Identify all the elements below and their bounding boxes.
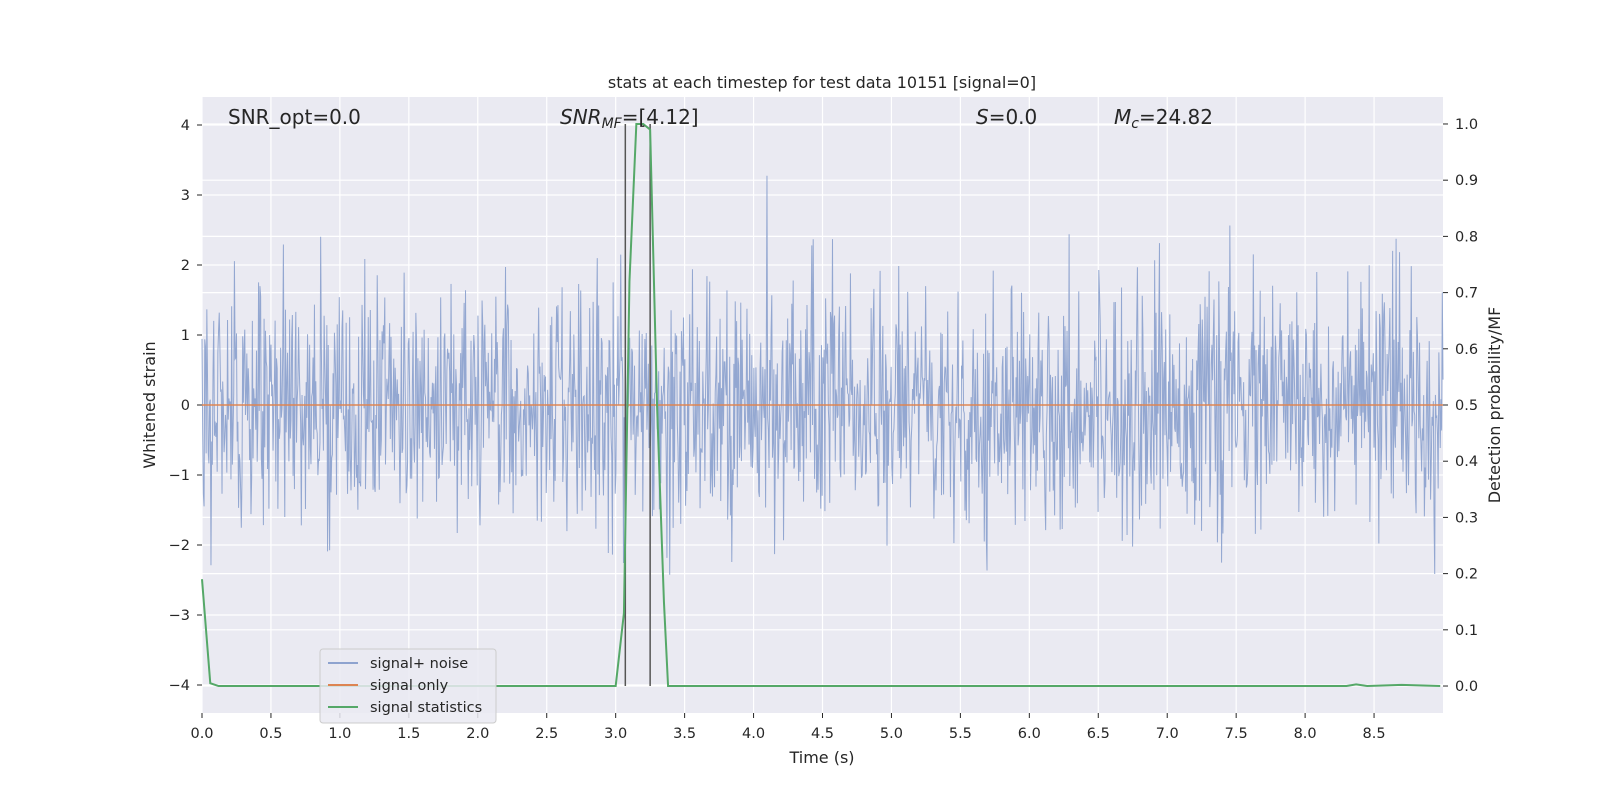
x-tick-label: 1.0 xyxy=(328,726,351,742)
x-tick-label: 2.5 xyxy=(535,726,558,742)
annotation-snr-mf-subscript: MF xyxy=(602,116,623,132)
y2-tick-label: 0.2 xyxy=(1455,567,1478,583)
x-tick-label: 7.5 xyxy=(1225,726,1248,742)
y2-tick-label: 0.3 xyxy=(1455,510,1478,526)
vertical-markers xyxy=(624,123,651,687)
annotation-snr-opt: SNR_opt=0.0 xyxy=(228,105,361,129)
y2-tick-label: 0.6 xyxy=(1455,342,1478,358)
annotation-snr-mf-value: =[4.12] xyxy=(622,105,699,129)
annotation-snr-mf: SNRMF=[4.12] xyxy=(560,105,699,132)
x-tick-label: 4.5 xyxy=(811,726,834,742)
x-tick-label: 5.5 xyxy=(949,726,972,742)
y-tick-label: 0 xyxy=(181,398,190,414)
x-tick-label: 3.5 xyxy=(673,726,696,742)
y-tick-label: −1 xyxy=(169,468,190,484)
x-tick-label: 7.0 xyxy=(1156,726,1179,742)
annotation-mc-value: =24.82 xyxy=(1139,105,1213,129)
y-tick-label: 2 xyxy=(181,258,190,274)
x-axis-label: Time (s) xyxy=(788,748,854,767)
annotation-s-symbol: S xyxy=(976,105,989,129)
legend-label-noise: signal+ noise xyxy=(370,656,468,672)
x-tick-label: 6.0 xyxy=(1018,726,1041,742)
x-tick-label: 4.0 xyxy=(742,726,765,742)
y-tick-label: −2 xyxy=(169,538,190,554)
annotation-mc-subscript: c xyxy=(1131,116,1139,132)
annotation-snr-mf-symbol: SNR xyxy=(560,105,602,129)
x-tick-label: 5.0 xyxy=(880,726,903,742)
legend: signal+ noise signal only signal statist… xyxy=(319,648,497,724)
y-tick-label: 3 xyxy=(181,188,190,204)
y2-axis-label: Detection probability/MF xyxy=(1485,307,1504,504)
x-axis-ticks: 0.0 0.5 1.0 1.5 2.0 2.5 3.0 3.5 4.0 4.5 5.0 5.5 6.0 6… xyxy=(190,713,1386,742)
y-axis-label: Whitened strain xyxy=(140,341,159,468)
y2-tick-label: 0.9 xyxy=(1455,173,1478,189)
x-tick-label: 3.0 xyxy=(604,726,627,742)
annotation-s: S=0.0 xyxy=(976,105,1037,129)
x-tick-label: 0.5 xyxy=(259,726,282,742)
annotation-mc-symbol: M xyxy=(1114,105,1131,129)
legend-label-signal-only: signal only xyxy=(370,678,449,694)
y-tick-label: −3 xyxy=(169,608,190,624)
y-tick-label: 1 xyxy=(181,328,190,344)
y-tick-label: −4 xyxy=(169,678,190,694)
x-tick-label: 1.5 xyxy=(397,726,420,742)
x-tick-label: 8.5 xyxy=(1363,726,1386,742)
x-tick-label: 0.0 xyxy=(190,726,213,742)
y2-tick-label: 0.7 xyxy=(1455,286,1478,302)
y2-tick-label: 0.4 xyxy=(1455,454,1478,470)
x-tick-label: 8.0 xyxy=(1294,726,1317,742)
noise-series xyxy=(201,175,1444,575)
legend-box xyxy=(319,648,497,724)
y2-tick-label: 0.5 xyxy=(1455,398,1478,414)
annotation-s-value: =0.0 xyxy=(989,105,1038,129)
y2-tick-label: 0.8 xyxy=(1455,229,1478,245)
x-tick-label: 2.0 xyxy=(466,726,489,742)
y-tick-label: 4 xyxy=(181,118,190,134)
legend-label-signal-statistics: signal statistics xyxy=(370,700,482,716)
x-tick-label: 6.5 xyxy=(1087,726,1110,742)
y2-tick-label: 0.0 xyxy=(1455,679,1478,695)
y2-tick-label: 0.1 xyxy=(1455,623,1478,639)
chart-title: stats at each timestep for test data 101… xyxy=(608,73,1036,92)
y2-tick-label: 1.0 xyxy=(1455,117,1478,133)
y2-axis-ticks: 0.0 0.1 0.2 0.3 0.4 0.5 0.6 0.7 0.8 0.9 1.0 xyxy=(1443,117,1478,695)
y-axis-ticks: −4 −3 −2 −1 0 1 2 3 4 xyxy=(169,118,202,694)
annotation-mc: Mc=24.82 xyxy=(1114,105,1213,132)
noise-line xyxy=(201,175,1444,575)
